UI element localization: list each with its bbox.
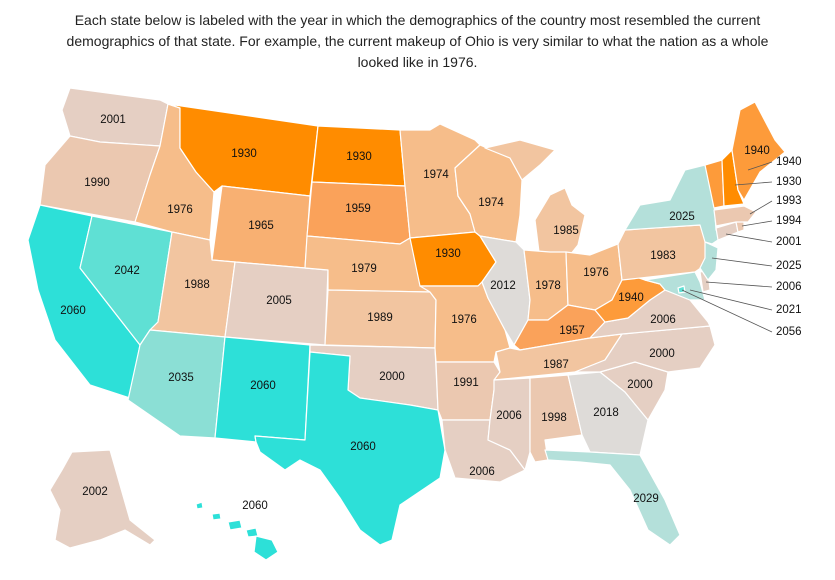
state-ar[interactable] <box>435 361 501 421</box>
label-oh: 1976 <box>583 267 609 279</box>
state-dc[interactable] <box>677 285 686 294</box>
label-nv: 2042 <box>114 265 140 277</box>
label-ne: 1979 <box>351 263 377 275</box>
label-vt: 1940 <box>776 156 802 168</box>
label-co: 2005 <box>266 295 292 307</box>
label-ky: 1957 <box>559 325 585 337</box>
label-wa: 2001 <box>100 114 126 126</box>
label-la: 2006 <box>469 466 495 478</box>
state-tx[interactable] <box>254 351 446 546</box>
state-ak[interactable] <box>49 449 156 549</box>
label-ut: 1988 <box>184 279 210 291</box>
label-ga: 2018 <box>593 407 619 419</box>
label-wi: 1974 <box>478 197 504 209</box>
state-nj[interactable] <box>699 241 719 281</box>
label-az: 2035 <box>168 372 194 384</box>
label-fl: 2029 <box>633 493 659 505</box>
label-va: 2006 <box>650 314 676 326</box>
label-ms: 2006 <box>496 410 522 422</box>
label-ca: 2060 <box>60 305 86 317</box>
state-md[interactable] <box>644 271 706 301</box>
state-ma[interactable] <box>713 205 757 227</box>
leader-lines <box>681 161 773 333</box>
label-ri: 1994 <box>776 215 802 227</box>
label-ar: 1991 <box>453 377 479 389</box>
label-mi: 1985 <box>553 225 579 237</box>
label-in: 1978 <box>535 280 561 292</box>
state-hi[interactable] <box>195 501 279 561</box>
label-dc: 2056 <box>776 326 802 338</box>
map-caption: Each state below is labeled with the yea… <box>66 12 769 70</box>
label-nj: 2025 <box>776 260 802 272</box>
state-mi[interactable] <box>484 139 586 261</box>
label-sc: 2000 <box>627 379 653 391</box>
label-ma: 1993 <box>776 195 802 207</box>
label-ks: 1989 <box>367 312 393 324</box>
label-ok: 2000 <box>379 371 405 383</box>
label-sd: 1959 <box>345 203 371 215</box>
label-ak: 2002 <box>82 486 108 498</box>
label-mt: 1930 <box>231 148 257 160</box>
label-de: 2006 <box>776 281 802 293</box>
label-al: 1998 <box>541 412 567 424</box>
state-fl[interactable] <box>544 449 681 546</box>
label-wv: 1940 <box>618 292 644 304</box>
label-mn: 1974 <box>423 169 449 181</box>
label-md: 2021 <box>776 304 802 316</box>
label-me: 1940 <box>744 145 770 157</box>
state-nh[interactable] <box>721 149 745 207</box>
label-ny: 2025 <box>669 211 695 223</box>
state-me[interactable] <box>731 101 786 201</box>
label-nd: 1930 <box>346 151 372 163</box>
label-wy: 1965 <box>248 220 274 232</box>
label-mo: 1976 <box>451 314 477 326</box>
label-nc: 2000 <box>649 348 675 360</box>
label-nm: 2060 <box>250 380 276 392</box>
label-tx: 2060 <box>350 441 376 453</box>
label-or: 1990 <box>84 177 110 189</box>
label-il: 2012 <box>490 280 516 292</box>
label-nh: 1930 <box>776 176 802 188</box>
label-ia: 1930 <box>435 248 461 260</box>
label-ct: 2001 <box>776 236 802 248</box>
label-id: 1976 <box>167 204 193 216</box>
label-hi: 2060 <box>242 500 268 512</box>
label-pa: 1983 <box>650 250 676 262</box>
label-tn: 1987 <box>543 359 569 371</box>
